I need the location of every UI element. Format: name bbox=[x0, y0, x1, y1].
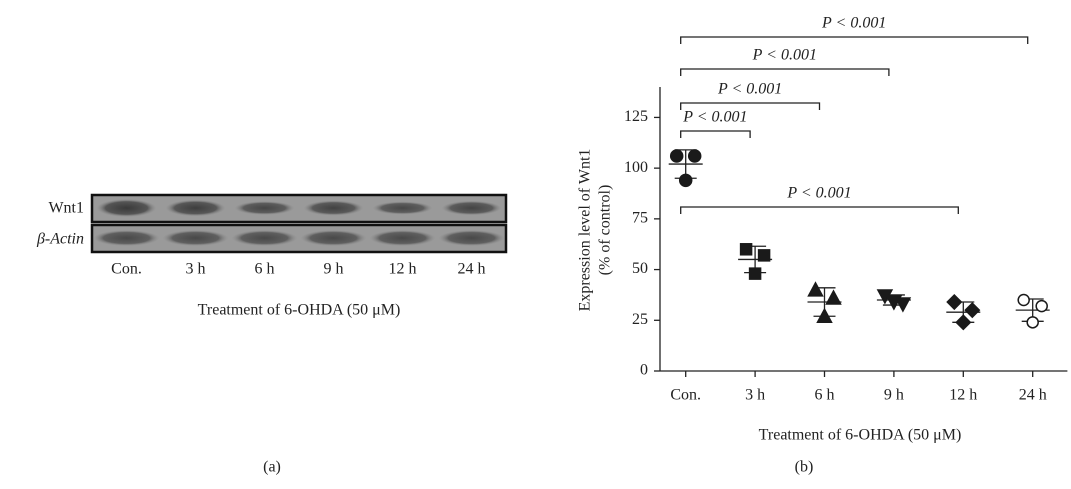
band bbox=[372, 201, 433, 215]
y-tick-label: 100 bbox=[624, 159, 648, 176]
lane-label: Con. bbox=[111, 261, 142, 278]
significance-bracket bbox=[680, 130, 751, 138]
lane-label: 3 h bbox=[186, 261, 206, 278]
point bbox=[955, 314, 972, 331]
point bbox=[1035, 299, 1048, 313]
point bbox=[825, 289, 842, 305]
y-tick-label: 75 bbox=[632, 210, 648, 227]
x-tick-label: 12 h bbox=[949, 387, 977, 404]
y-tick-label: 0 bbox=[640, 362, 648, 379]
band bbox=[93, 230, 160, 246]
band bbox=[231, 230, 298, 246]
panel-caption: (a) bbox=[263, 459, 281, 476]
significance-label: P < 0.001 bbox=[752, 47, 817, 64]
lane-label: 9 h bbox=[324, 261, 344, 278]
point bbox=[1026, 316, 1039, 329]
x-tick-label: Con. bbox=[670, 387, 701, 404]
lane-label: 12 h bbox=[389, 261, 417, 278]
point bbox=[748, 267, 762, 280]
significance-bracket bbox=[680, 36, 1029, 44]
significance-label: P < 0.001 bbox=[682, 109, 747, 126]
blot-row-label: β-Actin bbox=[36, 231, 84, 248]
band bbox=[96, 199, 157, 217]
point bbox=[678, 173, 693, 188]
point bbox=[885, 295, 903, 311]
significance-label: P < 0.001 bbox=[717, 81, 782, 98]
x-axis-label: Treatment of 6-OHDA (50 μM) bbox=[759, 427, 962, 444]
band bbox=[234, 201, 295, 215]
point bbox=[807, 281, 824, 297]
y-tick-label: 25 bbox=[632, 311, 648, 328]
band bbox=[300, 230, 367, 246]
x-tick-label: 9 h bbox=[884, 387, 904, 404]
x-tick-label: 3 h bbox=[745, 387, 765, 404]
band bbox=[369, 230, 436, 246]
blot-actin bbox=[90, 223, 508, 254]
point bbox=[669, 149, 684, 163]
x-tick-label: 24 h bbox=[1019, 387, 1047, 404]
band bbox=[162, 230, 229, 246]
blot-wnt1 bbox=[90, 193, 508, 224]
point bbox=[946, 293, 963, 311]
band bbox=[303, 200, 364, 216]
lane-label: 6 h bbox=[255, 261, 275, 278]
significance-bracket bbox=[680, 102, 821, 110]
significance-bracket bbox=[680, 68, 890, 76]
point bbox=[816, 307, 833, 323]
band bbox=[438, 230, 505, 246]
point bbox=[894, 297, 912, 313]
y-axis-label: (% of control) bbox=[597, 185, 614, 276]
lane-label: 24 h bbox=[458, 261, 486, 278]
point bbox=[1017, 293, 1030, 307]
band bbox=[165, 199, 226, 217]
point bbox=[757, 249, 771, 262]
significance-label: P < 0.001 bbox=[786, 185, 851, 202]
blot-bands bbox=[93, 199, 505, 246]
y-axis-label: Expression level of Wnt1 bbox=[577, 149, 594, 312]
point bbox=[739, 243, 753, 256]
y-tick-label: 125 bbox=[624, 108, 648, 125]
point bbox=[964, 302, 981, 319]
blot-row-label: Wnt1 bbox=[48, 200, 84, 217]
significance-bracket bbox=[680, 206, 959, 214]
blot-x-label: Treatment of 6-OHDA (50 μM) bbox=[198, 302, 401, 319]
band bbox=[441, 200, 502, 216]
y-tick-label: 50 bbox=[632, 260, 648, 277]
x-tick-label: 6 h bbox=[815, 387, 835, 404]
significance-label: P < 0.001 bbox=[821, 15, 886, 32]
panel-caption: (b) bbox=[795, 459, 814, 476]
point bbox=[687, 149, 702, 163]
